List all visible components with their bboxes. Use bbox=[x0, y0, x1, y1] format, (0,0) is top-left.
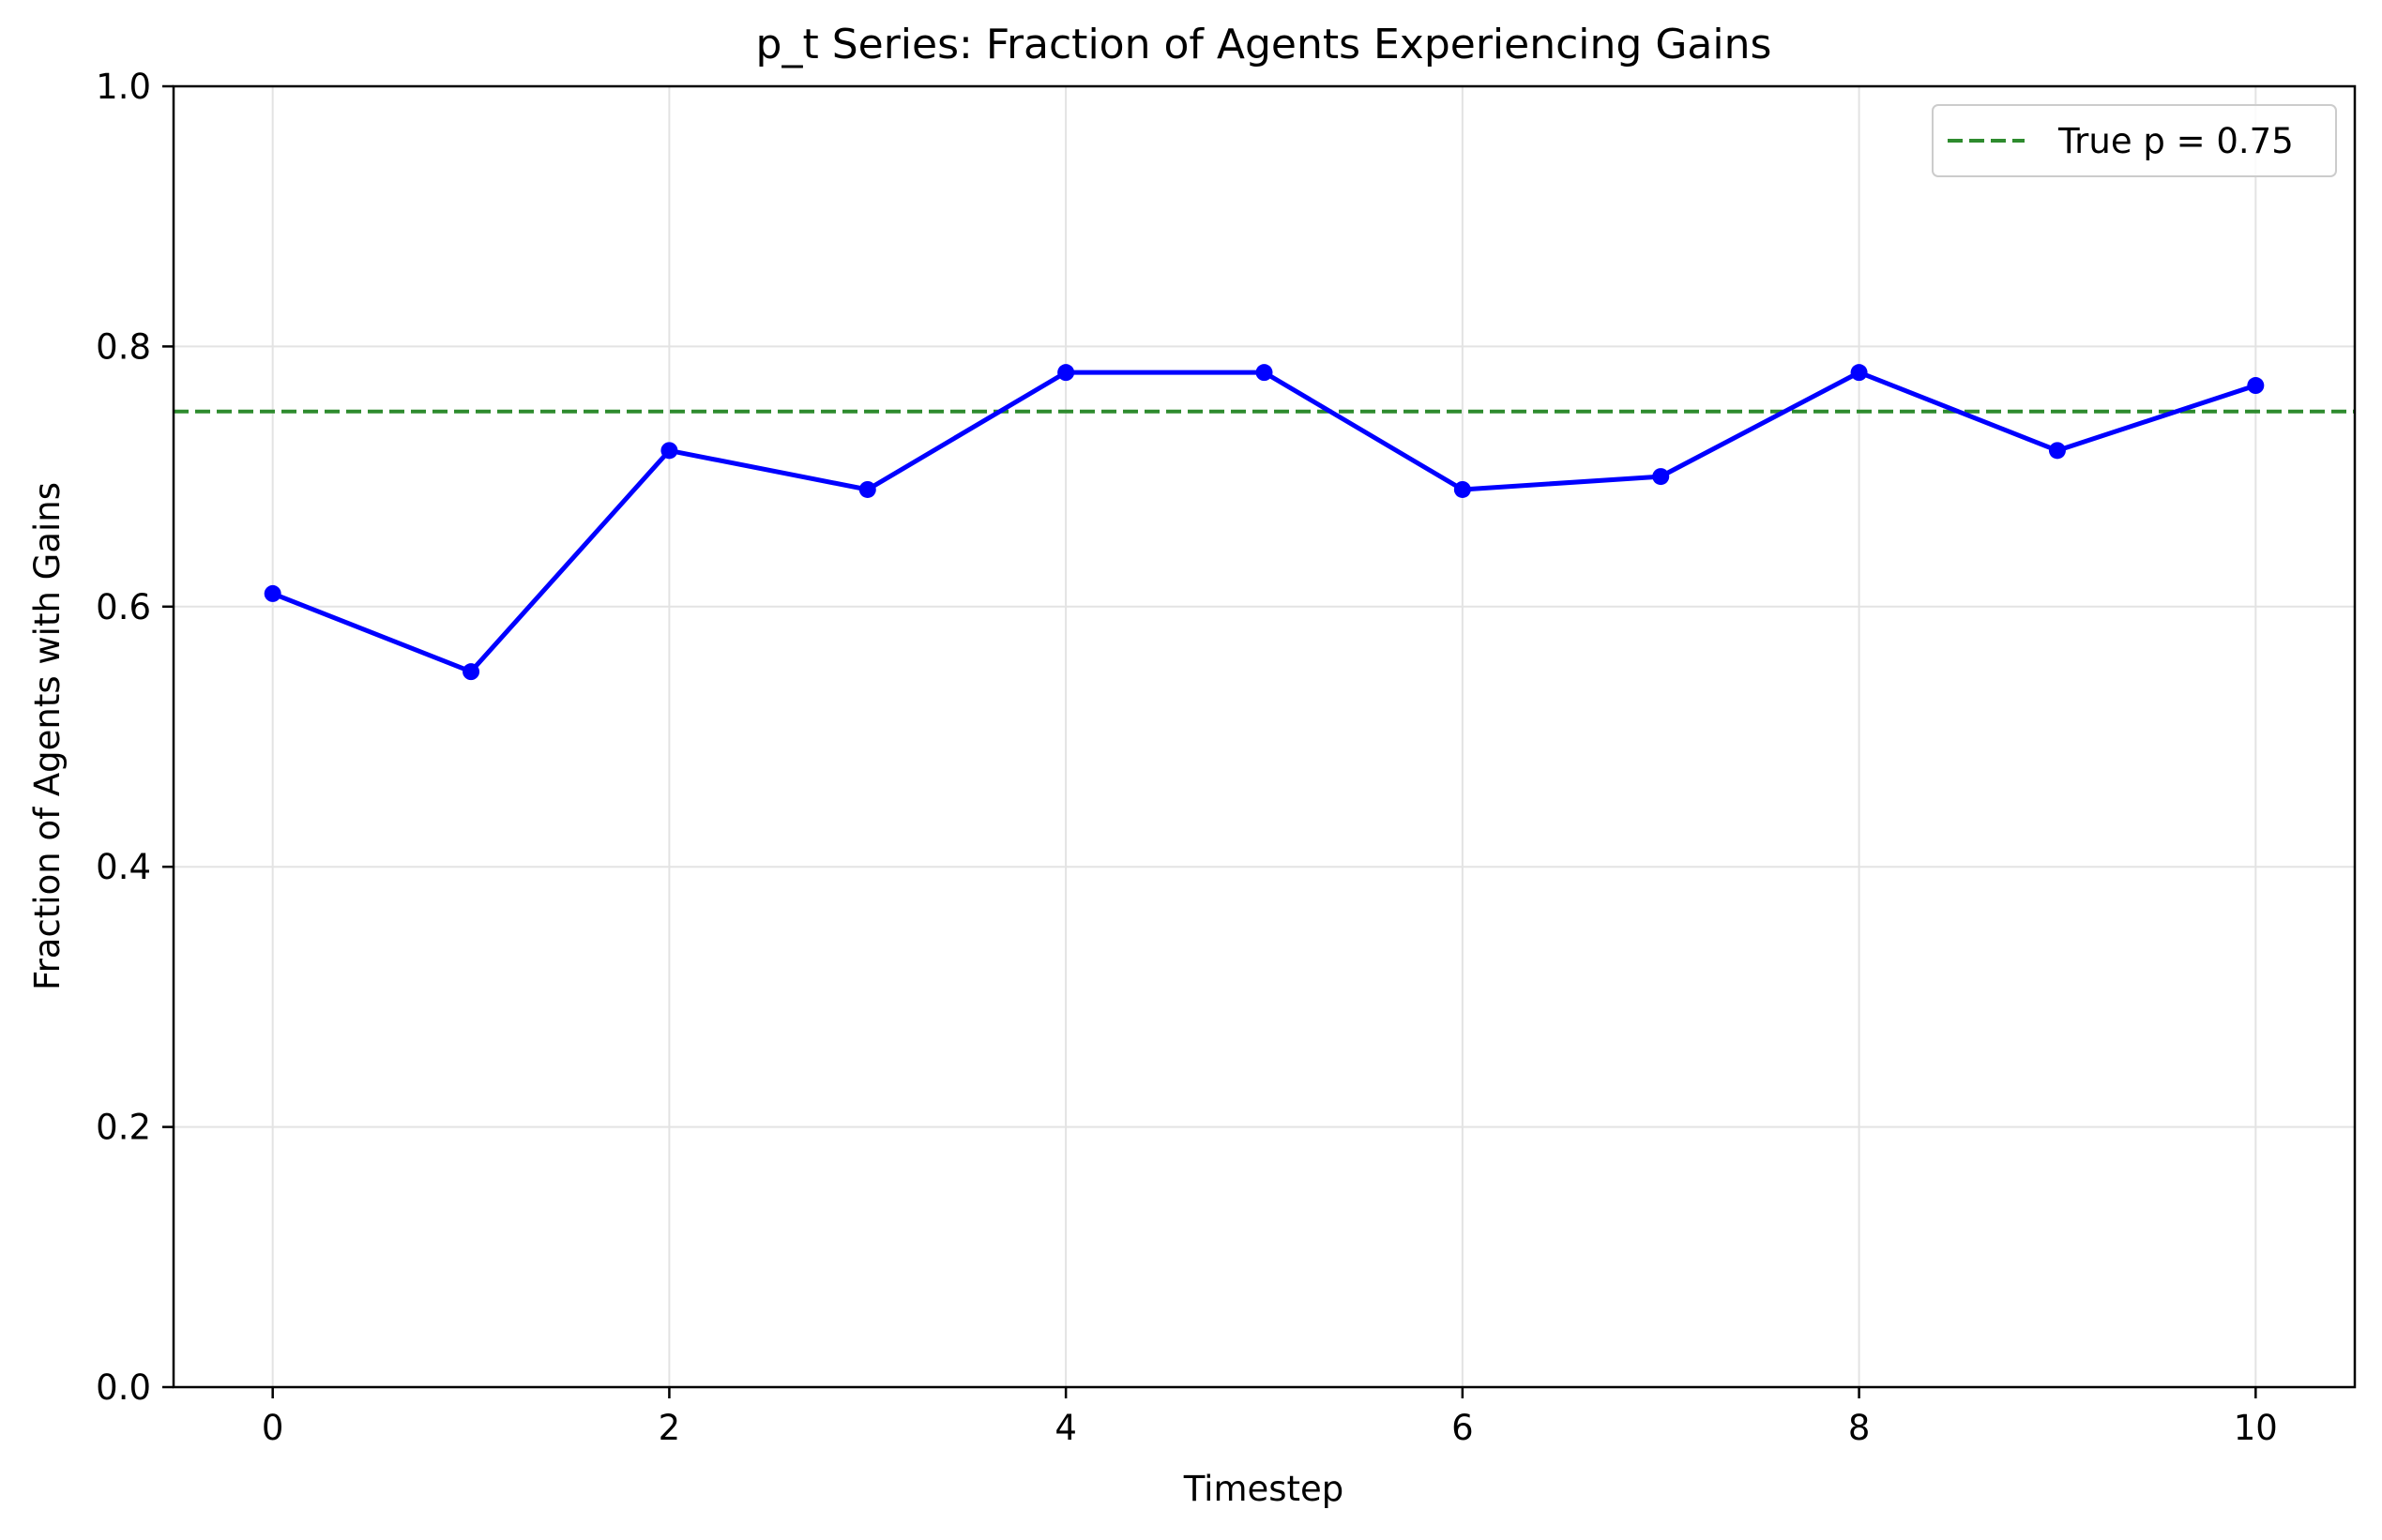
y-axis-label: Fraction of Agents with Gains bbox=[27, 482, 68, 990]
chart-title: p_t Series: Fraction of Agents Experienc… bbox=[756, 21, 1772, 68]
plot-frame bbox=[172, 84, 2357, 1389]
data-point bbox=[1453, 480, 1471, 498]
x-tick-label: 6 bbox=[1451, 1408, 1474, 1448]
legend-box bbox=[1932, 104, 2337, 177]
data-point bbox=[463, 663, 480, 681]
x-axis-label: Timestep bbox=[1183, 1469, 1344, 1509]
data-point bbox=[660, 442, 678, 460]
y-tick-label: 0.2 bbox=[96, 1108, 151, 1148]
legend-label-true-p: True p = 0.75 bbox=[2057, 121, 2294, 161]
x-tick-label: 8 bbox=[1848, 1408, 1871, 1448]
legend: True p = 0.75 bbox=[1932, 104, 2337, 177]
data-point bbox=[1850, 364, 1868, 382]
series-layer bbox=[264, 364, 2265, 681]
y-tick-label: 0.8 bbox=[96, 326, 151, 367]
data-point bbox=[1652, 468, 1670, 486]
y-tick-label: 0.4 bbox=[96, 847, 151, 887]
data-point bbox=[1057, 364, 1075, 382]
x-axis-ticks: 0 2 4 6 8 10 bbox=[262, 1387, 2278, 1448]
data-point bbox=[2247, 377, 2265, 395]
data-point bbox=[858, 480, 876, 498]
y-tick-label: 1.0 bbox=[96, 67, 151, 107]
x-tick-label: 4 bbox=[1054, 1408, 1077, 1448]
data-point bbox=[264, 584, 281, 602]
x-tick-label: 10 bbox=[2234, 1408, 2278, 1448]
y-tick-label: 0.0 bbox=[96, 1367, 151, 1408]
x-tick-label: 2 bbox=[659, 1408, 681, 1448]
data-point bbox=[2048, 442, 2066, 460]
y-axis-ticks: 0.0 0.2 0.4 0.6 0.8 1.0 bbox=[96, 67, 174, 1408]
y-tick-label: 0.6 bbox=[96, 587, 151, 627]
x-tick-label: 0 bbox=[262, 1408, 284, 1448]
data-point bbox=[1255, 364, 1273, 382]
